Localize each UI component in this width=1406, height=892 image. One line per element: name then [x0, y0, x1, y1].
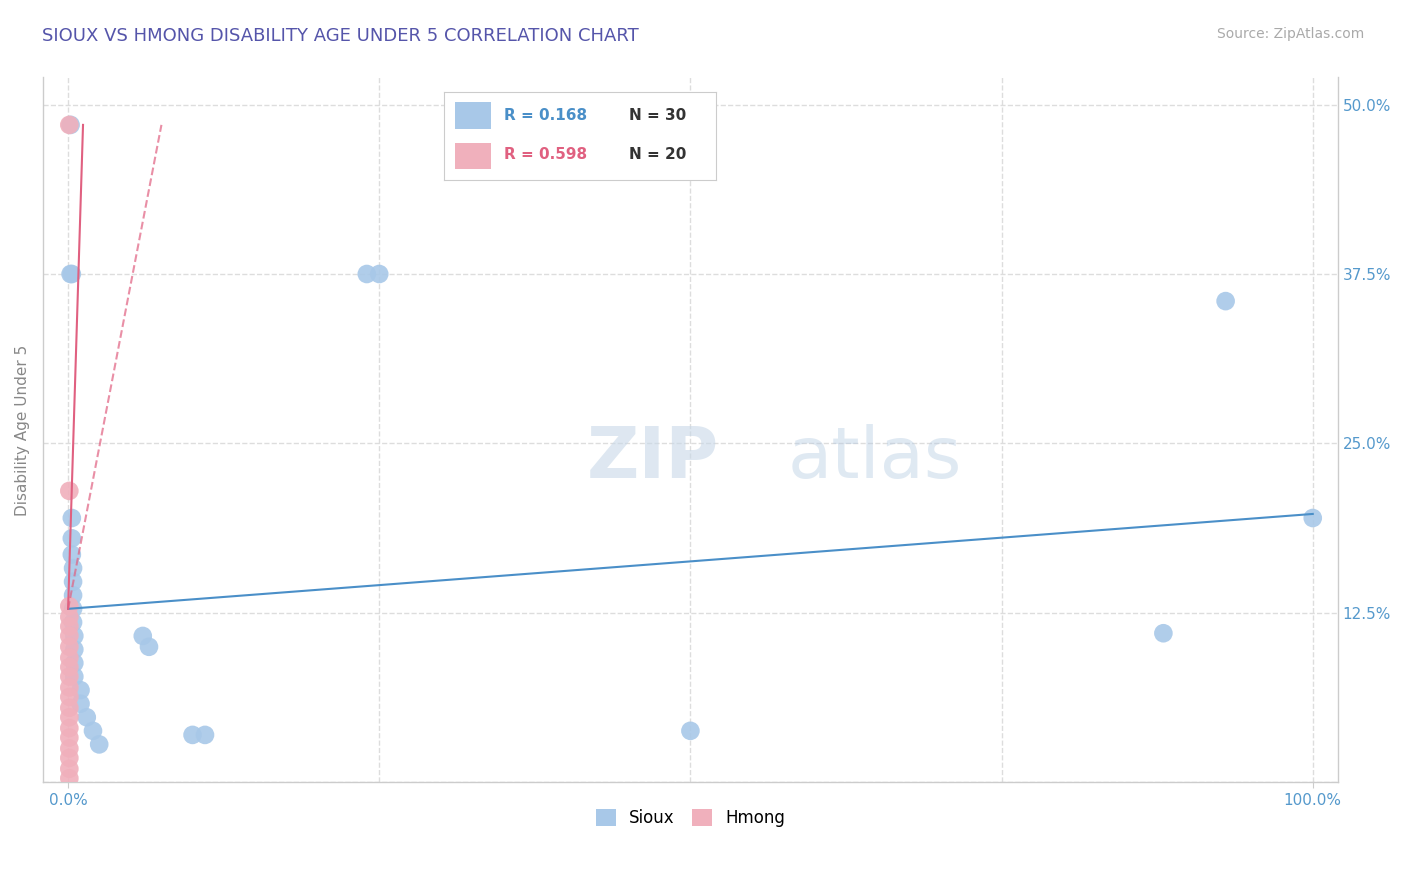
Point — [132, 629, 155, 643]
Point — [58, 710, 80, 724]
Point — [62, 615, 84, 630]
Point — [58, 599, 80, 614]
Point — [58, 751, 80, 765]
Point — [194, 728, 217, 742]
Point — [59, 267, 82, 281]
Point — [58, 619, 80, 633]
Point — [62, 602, 84, 616]
Text: ZIP: ZIP — [586, 424, 718, 492]
Point — [63, 670, 86, 684]
Point — [58, 650, 80, 665]
Point — [63, 629, 86, 643]
Y-axis label: Disability Age Under 5: Disability Age Under 5 — [15, 344, 30, 516]
Text: Source: ZipAtlas.com: Source: ZipAtlas.com — [1216, 27, 1364, 41]
Point — [60, 511, 83, 525]
Point — [679, 723, 702, 738]
Text: atlas: atlas — [787, 424, 962, 492]
Point — [58, 731, 80, 745]
Point — [58, 483, 80, 498]
Point — [62, 588, 84, 602]
Point — [58, 629, 80, 643]
Point — [76, 710, 98, 724]
Point — [58, 772, 80, 786]
Point — [58, 660, 80, 674]
Point — [89, 738, 111, 752]
Point — [59, 118, 82, 132]
Point — [63, 656, 86, 670]
Point — [82, 723, 104, 738]
Point — [356, 267, 378, 281]
Point — [63, 642, 86, 657]
Point — [58, 741, 80, 756]
Point — [58, 681, 80, 695]
Point — [138, 640, 160, 654]
Point — [1215, 294, 1237, 309]
Point — [368, 267, 391, 281]
Point — [58, 610, 80, 624]
Point — [1302, 511, 1324, 525]
Point — [60, 532, 83, 546]
Point — [58, 118, 80, 132]
Point — [181, 728, 204, 742]
Point — [58, 640, 80, 654]
Point — [58, 721, 80, 735]
Point — [62, 561, 84, 575]
Legend: Sioux, Hmong: Sioux, Hmong — [589, 803, 792, 834]
Point — [58, 690, 80, 704]
Text: SIOUX VS HMONG DISABILITY AGE UNDER 5 CORRELATION CHART: SIOUX VS HMONG DISABILITY AGE UNDER 5 CO… — [42, 27, 638, 45]
Point — [60, 267, 83, 281]
Point — [58, 670, 80, 684]
Point — [58, 762, 80, 776]
Point — [1152, 626, 1174, 640]
Point — [60, 548, 83, 562]
Point — [62, 574, 84, 589]
Point — [58, 700, 80, 714]
Point — [69, 697, 91, 711]
Point — [69, 683, 91, 698]
